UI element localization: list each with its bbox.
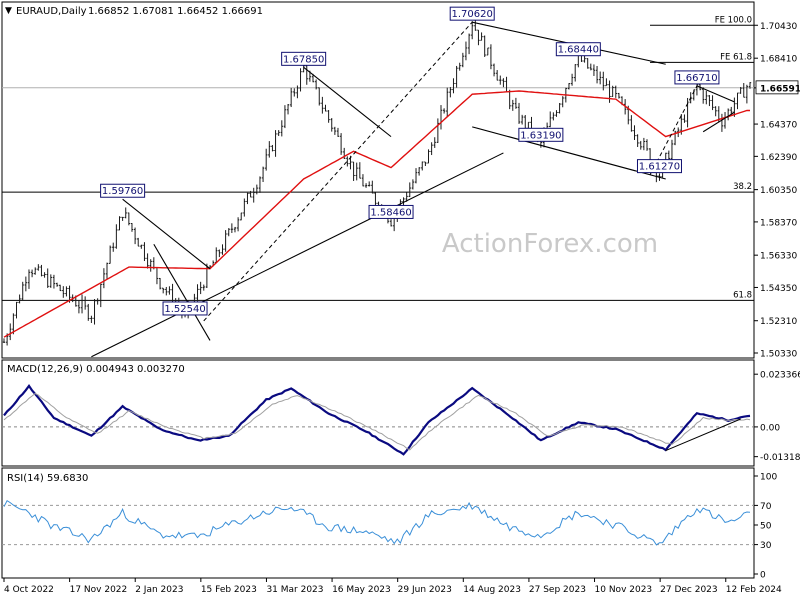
trend-line bbox=[153, 243, 211, 341]
projection-dashed-line bbox=[203, 21, 473, 322]
price-labels: 1.59760 1.52540 1.67850 1.58460 1.70620 1.631… bbox=[100, 6, 720, 316]
date-axis-label: 12 Feb 2024 bbox=[726, 585, 782, 595]
price-label: 1.63190 bbox=[520, 130, 561, 141]
price-panel-frame bbox=[1, 1, 755, 359]
price-axis-label: 1.56330 bbox=[760, 252, 797, 262]
price-label: 1.59760 bbox=[102, 186, 143, 197]
date-axis-label: 14 Aug 2023 bbox=[463, 585, 521, 595]
price-levels: 38.2 61.8 FE 100.0 FE 61.8 bbox=[2, 15, 754, 301]
price-label: 1.66710 bbox=[676, 73, 717, 84]
trend-line bbox=[696, 85, 735, 103]
price-label-box bbox=[636, 159, 682, 174]
macd-title: MACD(12,26,9) 0.004943 0.003270 bbox=[7, 364, 185, 375]
date-axis-label: 27 Dec 2023 bbox=[660, 585, 718, 595]
macd-axis-label: 0.023366 bbox=[760, 371, 800, 381]
ohlc-readout: 1.66852 1.67081 1.66452 1.66691 bbox=[88, 6, 263, 17]
date-axis-label: 31 Mar 2023 bbox=[266, 585, 323, 595]
date-axis-label: 2 Jan 2023 bbox=[135, 585, 183, 595]
price-axis-label: 1.54350 bbox=[760, 284, 797, 294]
date-axis-label: 16 May 2023 bbox=[332, 585, 391, 595]
price-label-box bbox=[555, 42, 601, 57]
macd-panel-frame bbox=[1, 359, 755, 467]
macd-signal-line bbox=[3, 392, 751, 451]
date-axis: 4 Oct 2022 17 Nov 2022 2 Jan 2023 15 Feb 20… bbox=[3, 578, 782, 595]
fib-projection-label: FE 100.0 bbox=[715, 15, 752, 25]
date-axis-label: 15 Feb 2023 bbox=[201, 585, 257, 595]
macd-trend-line bbox=[665, 418, 741, 452]
price-axis-label: 1.64370 bbox=[760, 121, 797, 131]
rsi-title: RSI(14) 59.6830 bbox=[7, 473, 88, 484]
price-axis-label: 1.58370 bbox=[760, 218, 797, 228]
price-label-box bbox=[518, 127, 564, 142]
price-axis-label: 1.50330 bbox=[760, 350, 797, 360]
current-price-label: 1.66591 bbox=[760, 84, 800, 94]
price-axis: 1.70430 1.68410 1.66591 1.64370 1.62390 1.603… bbox=[754, 22, 800, 360]
header-arrow-icon[interactable]: ▼ bbox=[5, 6, 12, 16]
current-price-box bbox=[755, 80, 799, 95]
moving-average bbox=[3, 90, 750, 338]
price-label-box bbox=[368, 204, 414, 219]
fib-level-label: 38.2 bbox=[733, 182, 752, 192]
price-axis-label: 1.70430 bbox=[760, 22, 797, 32]
price-label-box bbox=[674, 70, 720, 85]
rsi-axis: 100 70 50 30 0 bbox=[754, 473, 777, 581]
date-axis-label: 29 Jun 2023 bbox=[398, 585, 452, 595]
macd-axis-label: 0.00 bbox=[760, 423, 780, 433]
trend-line bbox=[702, 111, 735, 133]
rsi-axis-label: 100 bbox=[760, 473, 777, 483]
price-label: 1.52540 bbox=[164, 304, 205, 315]
trend-line bbox=[91, 152, 504, 358]
fib-projection-label: FE 61.8 bbox=[720, 52, 752, 62]
rsi-axis-label: 0 bbox=[760, 571, 766, 581]
macd-plot bbox=[2, 383, 754, 456]
price-label-box bbox=[281, 51, 327, 66]
rsi-panel-frame bbox=[1, 467, 755, 579]
price-axis-label: 1.60350 bbox=[760, 186, 797, 196]
price-label: 1.58460 bbox=[370, 207, 411, 218]
date-axis-label: 27 Sep 2023 bbox=[529, 585, 586, 595]
price-label: 1.70620 bbox=[452, 9, 493, 20]
rsi-axis-label: 50 bbox=[760, 522, 772, 532]
trend-line bbox=[472, 126, 666, 180]
trend-line bbox=[122, 198, 211, 270]
date-axis-label: 4 Oct 2022 bbox=[4, 585, 54, 595]
trend-line bbox=[303, 66, 392, 138]
symbol-label: EURAUD,Daily bbox=[16, 6, 87, 17]
price-label: 1.67850 bbox=[283, 54, 324, 65]
price-label: 1.61270 bbox=[639, 162, 680, 173]
rsi-line bbox=[3, 499, 751, 546]
macd-line bbox=[3, 383, 751, 456]
rsi-plot bbox=[2, 499, 754, 546]
macd-axis: 0.023366 0.00 -0.013186 bbox=[754, 371, 800, 463]
date-axis-label: 10 Nov 2023 bbox=[595, 585, 653, 595]
watermark: ActionForex.com bbox=[442, 229, 658, 259]
price-axis-label: 1.68410 bbox=[760, 55, 797, 65]
fib-level-label: 61.8 bbox=[733, 290, 752, 300]
price-axis-label: 1.62390 bbox=[760, 153, 797, 163]
macd-axis-label: -0.013186 bbox=[760, 453, 800, 463]
date-axis-label: 17 Nov 2022 bbox=[70, 585, 128, 595]
price-label-box bbox=[162, 301, 208, 316]
price-label: 1.68440 bbox=[558, 45, 599, 56]
moving-average-line bbox=[3, 90, 750, 338]
price-label-box bbox=[449, 6, 495, 21]
price-label-box bbox=[100, 183, 146, 198]
rsi-axis-label: 30 bbox=[760, 541, 772, 551]
rsi-axis-label: 70 bbox=[760, 502, 772, 512]
price-axis-label: 1.52310 bbox=[760, 317, 797, 327]
